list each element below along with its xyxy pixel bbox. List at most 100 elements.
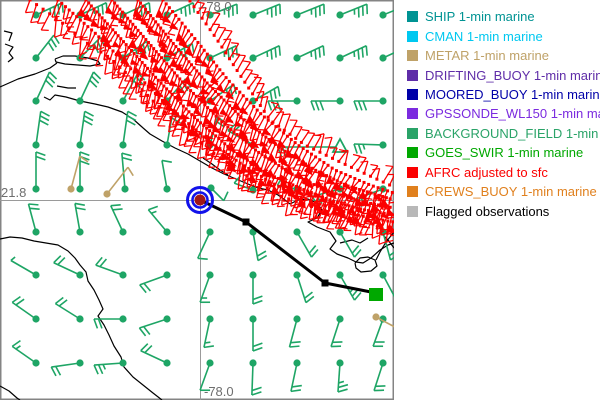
wind-barb[interactable] — [293, 271, 315, 304]
legend-swatch — [407, 30, 418, 42]
legend-swatch — [407, 50, 418, 62]
wind-barb[interactable] — [121, 152, 133, 193]
wind-barb[interactable] — [32, 110, 50, 149]
wind-barb[interactable] — [93, 359, 127, 375]
wind-barb[interactable] — [10, 256, 40, 279]
legend-item-4: MOORED_BUOY 1-min marine — [394, 85, 600, 104]
wind-barb[interactable] — [199, 271, 214, 304]
wind-barb[interactable] — [74, 202, 86, 236]
wind-barb[interactable] — [138, 315, 171, 337]
wind-barb[interactable] — [336, 271, 362, 301]
wind-barb[interactable] — [95, 256, 127, 279]
legend-item-5: GPSSONDE_WL150 1-min mar — [394, 104, 600, 123]
legend-item-7: GOES_SWIR 1-min marine — [394, 143, 600, 162]
aircraft-track-observations[interactable] — [24, 0, 394, 245]
wind-barb[interactable] — [293, 45, 325, 62]
wind-barb[interactable] — [249, 271, 263, 305]
wind-barb[interactable] — [249, 359, 262, 396]
wind-barb[interactable] — [290, 359, 302, 393]
wind-barb[interactable] — [249, 45, 281, 62]
legend-label: Flagged observations — [425, 203, 550, 219]
wind-barb[interactable] — [140, 343, 171, 367]
legend-swatch — [407, 69, 418, 81]
legend-item-3: DRIFTING_BUOY 1-min marine — [394, 65, 600, 84]
wind-barb[interactable] — [54, 296, 84, 323]
observation-map[interactable]: -78.0 21.8 -78.0 — [0, 0, 394, 400]
legend-swatch — [407, 166, 418, 178]
wind-barb[interactable] — [336, 3, 369, 19]
wind-barb[interactable] — [310, 97, 344, 111]
wind-barb[interactable] — [50, 359, 84, 377]
wind-barb[interactable] — [353, 97, 387, 111]
wind-barb[interactable] — [27, 203, 40, 236]
wind-barb[interactable] — [372, 315, 387, 348]
legend-swatch — [407, 186, 418, 198]
wind-barb[interactable] — [32, 151, 46, 193]
wind-barb[interactable] — [161, 159, 172, 193]
legend-item-2: METAR 1-min marine — [394, 46, 600, 65]
wind-barb[interactable] — [379, 4, 394, 19]
highlight-markers[interactable] — [186, 186, 384, 302]
storm-track — [199, 198, 372, 294]
wind-barb[interactable] — [203, 315, 214, 349]
legend-panel: SHIP 1-min marine CMAN 1-min marine METAR … — [394, 0, 600, 400]
legend-swatch — [407, 147, 418, 159]
legend-label: DRIFTING_BUOY 1-min marine — [425, 67, 600, 83]
selected-moored-buoy-marker[interactable] — [186, 186, 214, 214]
wind-barb[interactable] — [32, 71, 58, 105]
wind-barb[interactable] — [119, 110, 137, 149]
wind-barb[interactable] — [76, 110, 94, 149]
wind-barb[interactable] — [53, 255, 84, 279]
legend-label: GOES_SWIR 1-min marine — [425, 145, 584, 161]
wind-barb[interactable] — [336, 228, 362, 258]
wind-barb[interactable] — [76, 71, 102, 105]
metar-wind-barb[interactable] — [67, 155, 89, 193]
wind-barb[interactable] — [288, 315, 301, 348]
wind-barb[interactable] — [373, 359, 387, 392]
latitude-label-left: 21.8 — [1, 185, 26, 200]
wind-barb[interactable] — [197, 228, 214, 260]
goes-swir-marker[interactable] — [369, 288, 383, 301]
legend-swatch — [407, 88, 418, 100]
legend-item-9: CREWS_BUOY 1-min marine — [394, 182, 600, 201]
wind-barb[interactable] — [336, 359, 349, 393]
longitude-label-top: -78.0 — [202, 0, 232, 14]
longitude-label-bottom: -78.0 — [204, 384, 234, 399]
wind-barb[interactable] — [206, 3, 239, 19]
legend-item-10: Flagged observations — [394, 201, 600, 220]
wind-barb[interactable] — [147, 205, 171, 236]
wind-barb[interactable] — [249, 3, 282, 19]
wind-barb[interactable] — [93, 315, 127, 329]
legend-swatch — [407, 205, 418, 217]
legend-label: BACKGROUND_FIELD 1-min m — [425, 125, 600, 141]
wind-barb[interactable] — [267, 97, 301, 111]
legend-item-6: BACKGROUND_FIELD 1-min m — [394, 124, 600, 143]
metar-wind-barb[interactable] — [372, 313, 394, 329]
wind-barb[interactable] — [293, 3, 326, 19]
legend-label: GPSSONDE_WL150 1-min mar — [425, 106, 600, 122]
wind-barb[interactable] — [353, 141, 387, 154]
wind-barb[interactable] — [11, 295, 40, 323]
wind-barb[interactable] — [379, 46, 394, 62]
wind-barb[interactable] — [249, 315, 263, 352]
legend-swatch — [407, 108, 418, 120]
wind-barb[interactable] — [32, 34, 60, 62]
wind-barb[interactable] — [139, 271, 171, 294]
metar-wind-barb[interactable] — [103, 166, 134, 198]
legend-label: SHIP 1-min marine — [425, 9, 535, 25]
wind-barb[interactable] — [11, 339, 40, 367]
legend-item-8: AFRC adjusted to sfc — [394, 163, 600, 182]
wind-barb[interactable] — [199, 359, 214, 392]
wind-barb[interactable] — [293, 228, 319, 258]
wind-barb[interactable] — [249, 85, 281, 105]
legend-label: AFRC adjusted to sfc — [425, 164, 548, 180]
wind-barb[interactable] — [330, 315, 344, 348]
wind-barb[interactable] — [249, 228, 268, 262]
wind-barb[interactable] — [336, 45, 368, 62]
legend-label: MOORED_BUOY 1-min marine — [425, 86, 600, 102]
legend-item-0: SHIP 1-min marine — [394, 7, 600, 26]
legend-label: METAR 1-min marine — [425, 48, 550, 64]
wind-barb[interactable] — [379, 271, 394, 300]
wind-barb[interactable] — [110, 204, 127, 236]
legend-label: CMAN 1-min marine — [425, 28, 543, 44]
